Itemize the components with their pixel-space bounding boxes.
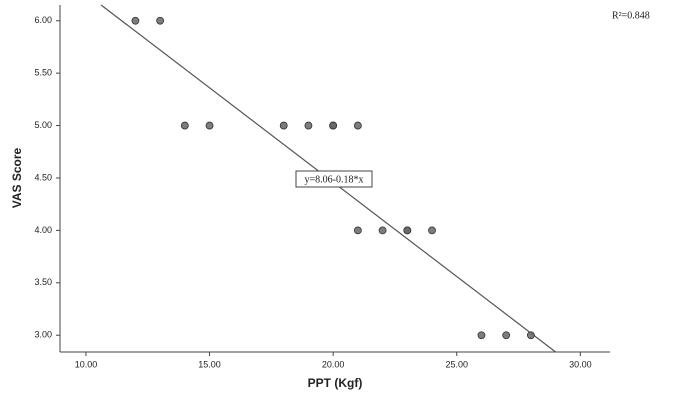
y-tick-label: 6.00 (34, 15, 52, 25)
y-tick-label: 5.00 (34, 120, 52, 130)
point (279, 121, 288, 130)
y-axis-title: VAS Score (10, 147, 24, 208)
point (502, 331, 511, 340)
y-tick-label: 3.50 (34, 277, 52, 287)
point (329, 121, 338, 130)
fit-label: y=8.06-0.18*x (305, 174, 364, 185)
y-tick-label: 5.50 (34, 68, 52, 78)
point (205, 121, 214, 130)
x-axis-title: PPT (Kgf) (308, 376, 363, 390)
x-tick-label: 20.00 (322, 359, 345, 369)
point (131, 16, 140, 25)
point (428, 226, 436, 235)
point (304, 121, 313, 130)
point (477, 331, 486, 340)
point (526, 331, 535, 340)
y-tick-label: 3.00 (34, 330, 52, 340)
y-tick-label: 4.50 (34, 172, 52, 182)
r-squared: R²=0.848 (612, 10, 650, 21)
point (353, 226, 362, 235)
fit-label-box: y=8.06-0.18*x (295, 170, 373, 188)
point (156, 16, 165, 25)
x-tick-label: 10.00 (75, 359, 98, 369)
x-tick-label: 15.00 (198, 359, 221, 369)
x-tick-label: 30.00 (569, 359, 592, 369)
point (180, 121, 189, 130)
point (378, 226, 387, 235)
point (403, 226, 412, 235)
y-tick-label: 4.00 (34, 225, 52, 235)
x-tick-label: 25.00 (445, 359, 468, 369)
fit-label-frame (295, 170, 373, 188)
point (353, 121, 362, 130)
